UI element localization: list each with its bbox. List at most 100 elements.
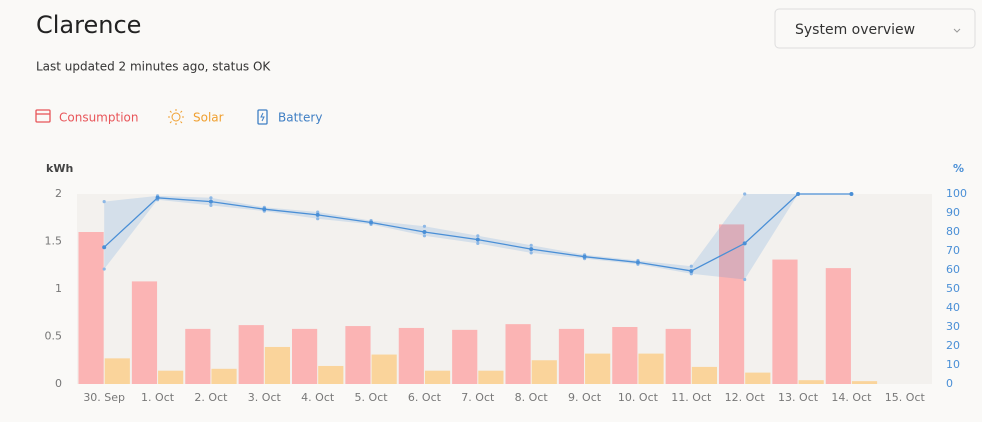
range-dot [102,200,106,204]
x-tick-label: 2. Oct [194,391,228,404]
bar [398,327,424,384]
line-dot [262,207,267,212]
line-dot [155,195,160,200]
y-tick-label: 2 [55,187,62,200]
y-tick-label: 0.5 [45,330,63,343]
legend-label[interactable]: Solar [193,111,224,125]
range-dot [743,277,747,282]
status-text: Last updated 2 minutes ago, status OK [36,60,271,74]
line-dot [422,230,427,234]
bar [345,326,371,384]
bar [665,328,691,384]
x-tick-label: 7. Oct [461,391,495,404]
bar [851,381,878,384]
x-tick-label: 1. Oct [141,391,175,404]
y-tick-label: 1 [55,282,62,295]
legend-icon [168,109,184,125]
dropdown-box[interactable] [774,8,976,49]
range-dot [476,241,480,245]
bar [825,268,851,384]
bar [531,360,557,384]
line-dot [635,260,640,265]
line-dot [315,212,320,217]
line-dot [689,268,694,273]
y-tick-label: 1.5 [45,235,63,248]
range-dot [209,196,213,200]
bar [185,328,211,384]
legend-icon [171,112,181,122]
bar [131,281,158,384]
range-dot [529,243,533,247]
line-dot [849,192,854,196]
x-tick-label: 30. Sep [83,391,125,404]
y-tick-label: 0 [55,377,62,390]
legend-icon [260,112,265,122]
line-dot [796,192,801,196]
bar [211,368,237,384]
line-dot [582,254,587,259]
bar [371,354,397,384]
legend-label[interactable]: Consumption [59,111,138,125]
bar [104,358,130,384]
bar [238,325,264,384]
line-dot [208,199,213,204]
range-dot [102,267,106,271]
bar [158,370,184,384]
bar [638,353,664,384]
x-tick-label: 10. Oct [618,391,659,404]
page-title: Clarence [36,11,141,39]
x-tick-label: 13. Oct [778,391,819,404]
range-dot [316,217,320,221]
dropdown-caret [953,28,961,33]
bar [78,232,104,384]
y2-tick-label: 50 [946,282,960,295]
y2-tick-label: 30 [946,320,960,333]
line-dot [529,247,534,252]
x-tick-label: 9. Oct [568,391,602,404]
line-dot [742,241,747,246]
bar [719,224,745,384]
range-dot [316,210,320,214]
bar [691,366,717,384]
bar [585,353,611,384]
y2-tick-label: 0 [946,377,953,390]
y2-tick-label: 40 [946,301,960,314]
line-dot [475,237,480,242]
line-dot [369,220,374,225]
bar [452,329,478,384]
bar [745,372,771,384]
legend: Consumption Solar Battery [35,109,322,125]
bar [264,346,290,384]
bar [772,259,798,384]
y2-tick-label: 90 [946,206,960,219]
x-tick-label: 8. Oct [515,391,549,404]
legend-icon [35,109,51,123]
bar [292,328,318,384]
bar [612,327,638,384]
legend-label[interactable]: Battery [278,111,322,125]
bar [505,324,531,384]
range-dot [209,203,213,207]
bar [478,370,504,384]
bar [798,380,824,384]
range-dot [422,234,427,238]
dropdown[interactable]: System overview [774,8,976,49]
y2-axis-label: % [953,162,964,175]
dropdown-label[interactable]: System overview [795,22,915,38]
y2-tick-label: 80 [946,225,960,238]
y-axis-label: kWh [46,162,73,175]
y2-tick-label: 100 [946,187,967,200]
x-tick-label: 4. Oct [301,391,335,404]
line-dot [102,245,107,250]
x-tick-label: 12. Oct [725,391,766,404]
range-dot [743,192,747,196]
bar [318,365,344,384]
x-tick-label: 6. Oct [408,391,442,404]
y2-tick-label: 60 [946,263,960,276]
range-dot [689,272,693,276]
range-dot [689,264,693,268]
x-tick-label: 15. Oct [885,391,926,404]
x-tick-label: 11. Oct [671,391,712,404]
y2-tick-label: 20 [946,339,960,352]
